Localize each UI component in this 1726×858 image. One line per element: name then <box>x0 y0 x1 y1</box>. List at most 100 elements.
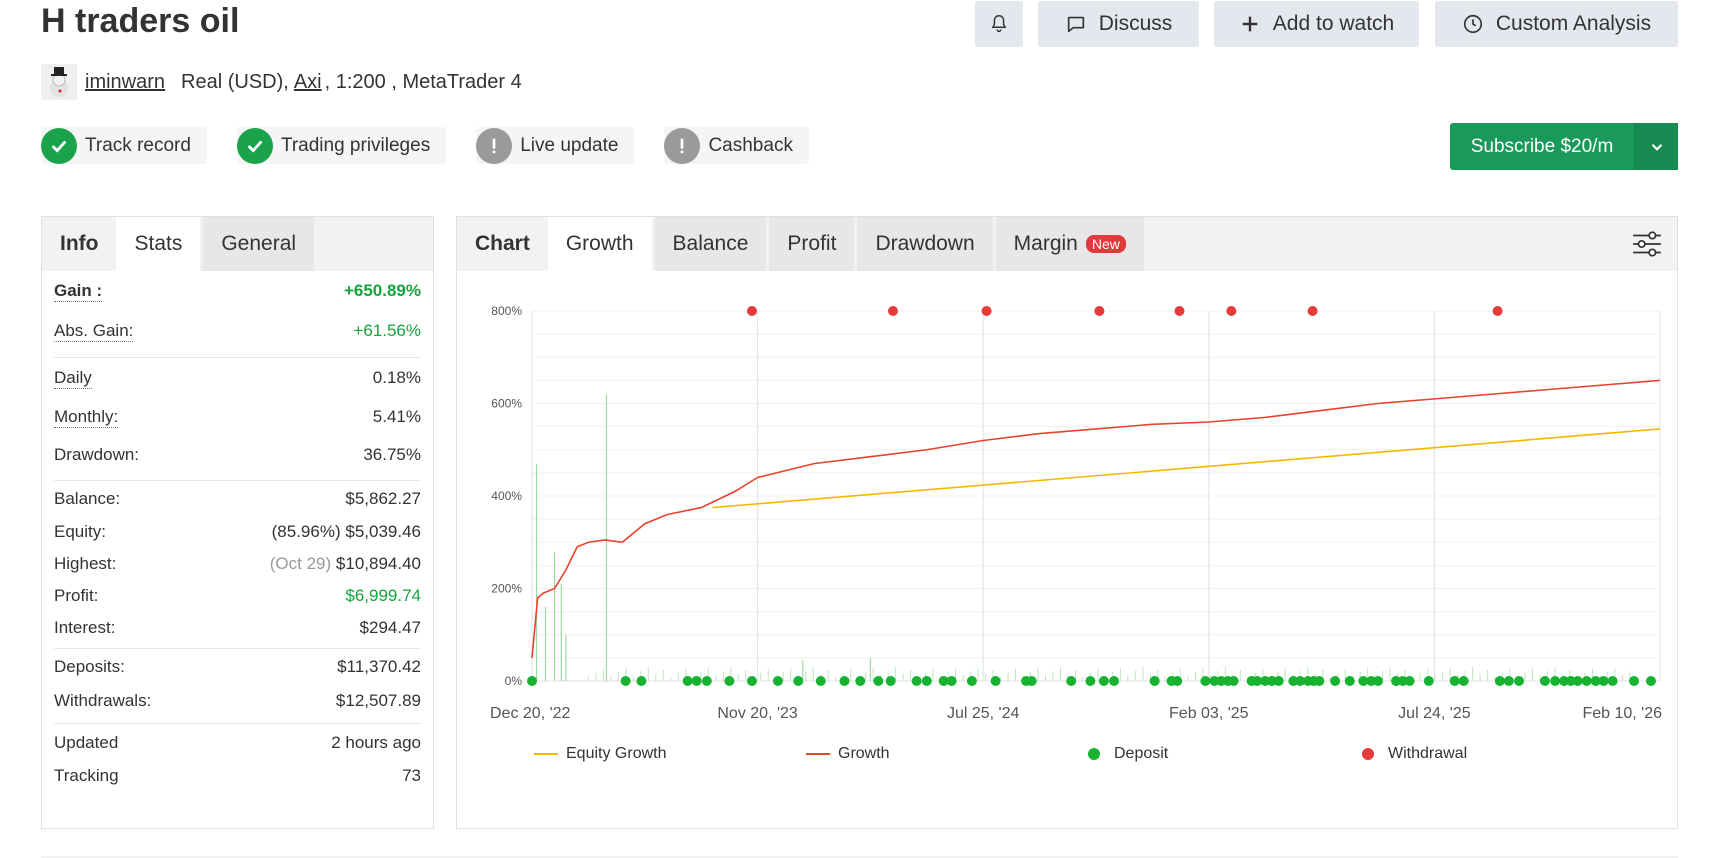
stat-label: Updated <box>54 733 119 752</box>
badge-track-record[interactable]: Track record <box>41 127 207 164</box>
tab-stats[interactable]: Stats <box>116 217 201 271</box>
growth-chart[interactable]: 0% 200% 400% 600% 800% Dec 20, '22 Nov 20, '23… <box>457 270 1677 740</box>
badge-label: Track record <box>85 134 191 156</box>
legend-swatch <box>1088 748 1100 760</box>
stat-label[interactable]: Daily <box>54 367 92 389</box>
stat-monthly: Monthly: 5.41% <box>54 398 421 436</box>
stat-abs-gain: Abs. Gain: +61.56% <box>54 311 421 351</box>
deposit-point <box>873 676 884 686</box>
notification-bell-button[interactable] <box>975 1 1023 47</box>
deposit-point <box>966 676 977 686</box>
subscribe-button-group: Subscribe $20/m <box>1450 123 1678 170</box>
deposit-point <box>1273 676 1284 686</box>
badge-cashback[interactable]: Cashback <box>664 127 809 164</box>
legend-swatch <box>1362 748 1374 760</box>
deposit-point <box>1314 676 1325 686</box>
legend-item-deposit[interactable]: Deposit <box>1088 745 1168 763</box>
discuss-button[interactable]: Discuss <box>1038 1 1199 47</box>
stat-value: $12,507.89 <box>335 691 421 710</box>
deposit-point <box>1252 676 1263 686</box>
deposit-point <box>1449 676 1460 686</box>
tab-general[interactable]: General <box>203 217 315 271</box>
plus-icon <box>1242 16 1258 32</box>
new-badge: New <box>1085 235 1126 253</box>
withdrawal-point <box>1174 306 1185 316</box>
deposit-point <box>701 676 712 686</box>
stat-label: Drawdown: <box>54 445 140 464</box>
tab-margin-label: Margin <box>1013 232 1078 255</box>
discuss-label: Discuss <box>1098 12 1173 35</box>
legend-item-withdrawal[interactable]: Withdrawal <box>1362 745 1467 763</box>
x-tick-label: Jul 24, '25 <box>1398 705 1471 722</box>
account-type: Real (USD), <box>181 70 289 93</box>
deposit-point <box>1098 676 1109 686</box>
stat-gain: Gain : +650.89% <box>54 271 421 311</box>
stat-label: Highest: <box>54 554 117 573</box>
tab-balance[interactable]: Balance <box>654 217 767 271</box>
deposit-point <box>1330 676 1341 686</box>
y-tick-label: 200% <box>491 582 522 596</box>
subscribe-dropdown-toggle[interactable] <box>1634 123 1678 170</box>
stat-value: $5,862.27 <box>345 488 421 508</box>
legend-label: Equity Growth <box>566 745 667 762</box>
add-to-watch-button[interactable]: Add to watch <box>1214 1 1419 47</box>
stat-label: Balance: <box>54 488 121 508</box>
chart-settings-button[interactable] <box>1617 217 1677 271</box>
subscribe-button[interactable]: Subscribe $20/m <box>1470 135 1614 157</box>
stat-label[interactable]: Gain : <box>54 280 103 302</box>
deposit-point <box>746 676 757 686</box>
avatar[interactable] <box>41 64 77 100</box>
custom-analysis-label: Custom Analysis <box>1495 12 1652 35</box>
stat-value-group: (85.96%) $5,039.46 <box>272 522 421 542</box>
stat-value: $294.47 <box>359 618 421 637</box>
account-details: , 1:200 , MetaTrader 4 <box>324 70 522 93</box>
chart-tabs: Chart Growth Balance Profit Drawdown Mar… <box>457 217 1677 271</box>
stat-label: Equity: <box>54 522 106 541</box>
stat-value-group: (Oct 29) $10,894.40 <box>270 554 421 574</box>
owner-username-link[interactable]: iminwarn <box>85 70 166 93</box>
stat-highest: Highest: (Oct 29) $10,894.40 <box>54 548 421 580</box>
deposit-point <box>1109 676 1120 686</box>
stat-value: 5.41% <box>372 407 421 426</box>
deposit-point <box>885 676 896 686</box>
stat-label[interactable]: Monthly: <box>54 406 119 428</box>
tab-margin[interactable]: Margin New <box>995 217 1144 271</box>
stat-equity: Equity: (85.96%) $5,039.46 <box>54 516 421 548</box>
tab-profit[interactable]: Profit <box>769 217 855 271</box>
stat-updated: Updated 2 hours ago <box>54 724 421 762</box>
deposit-point <box>724 676 735 686</box>
deposit-point <box>1358 676 1369 686</box>
broker-link[interactable]: Axi <box>293 70 322 93</box>
withdrawal-point <box>981 306 992 316</box>
deposit-point <box>527 676 537 686</box>
badge-trading-privileges[interactable]: Trading privileges <box>236 127 447 164</box>
deposit-point <box>1228 676 1239 686</box>
add-to-watch-label: Add to watch <box>1272 12 1395 35</box>
deposit-point <box>1344 676 1355 686</box>
tab-growth[interactable]: Growth <box>547 217 652 271</box>
legend-item-growth[interactable]: Growth <box>806 745 890 763</box>
stat-drawdown: Drawdown: 36.75% <box>54 436 421 474</box>
deposit-point <box>1404 676 1415 686</box>
stat-deposits: Deposits: $11,370.42 <box>54 649 421 685</box>
stat-withdrawals: Withdrawals: $12,507.89 <box>54 685 421 717</box>
divider <box>54 480 421 481</box>
stat-balance: Balance: $5,862.27 <box>54 481 421 516</box>
deposit-point <box>1172 676 1183 686</box>
tab-info: Info <box>60 232 99 255</box>
stat-value: +61.56% <box>353 321 421 340</box>
sliders-icon <box>1633 231 1661 257</box>
check-icon <box>41 127 77 164</box>
tab-drawdown[interactable]: Drawdown <box>857 217 993 271</box>
custom-analysis-button[interactable]: Custom Analysis <box>1435 1 1678 47</box>
series-line-growth <box>531 379 1661 658</box>
stat-label[interactable]: Abs. Gain: <box>54 320 134 342</box>
x-tick-label: Feb 10, '26 <box>1582 705 1662 722</box>
deposit-point <box>793 676 804 686</box>
deposit-point <box>1200 676 1211 686</box>
badge-live-update[interactable]: Live update <box>476 127 635 164</box>
stat-label: Deposits: <box>54 657 125 676</box>
exclamation-icon <box>664 127 701 164</box>
deposit-point <box>1494 676 1505 686</box>
legend-item-equity[interactable]: Equity Growth <box>534 745 666 763</box>
